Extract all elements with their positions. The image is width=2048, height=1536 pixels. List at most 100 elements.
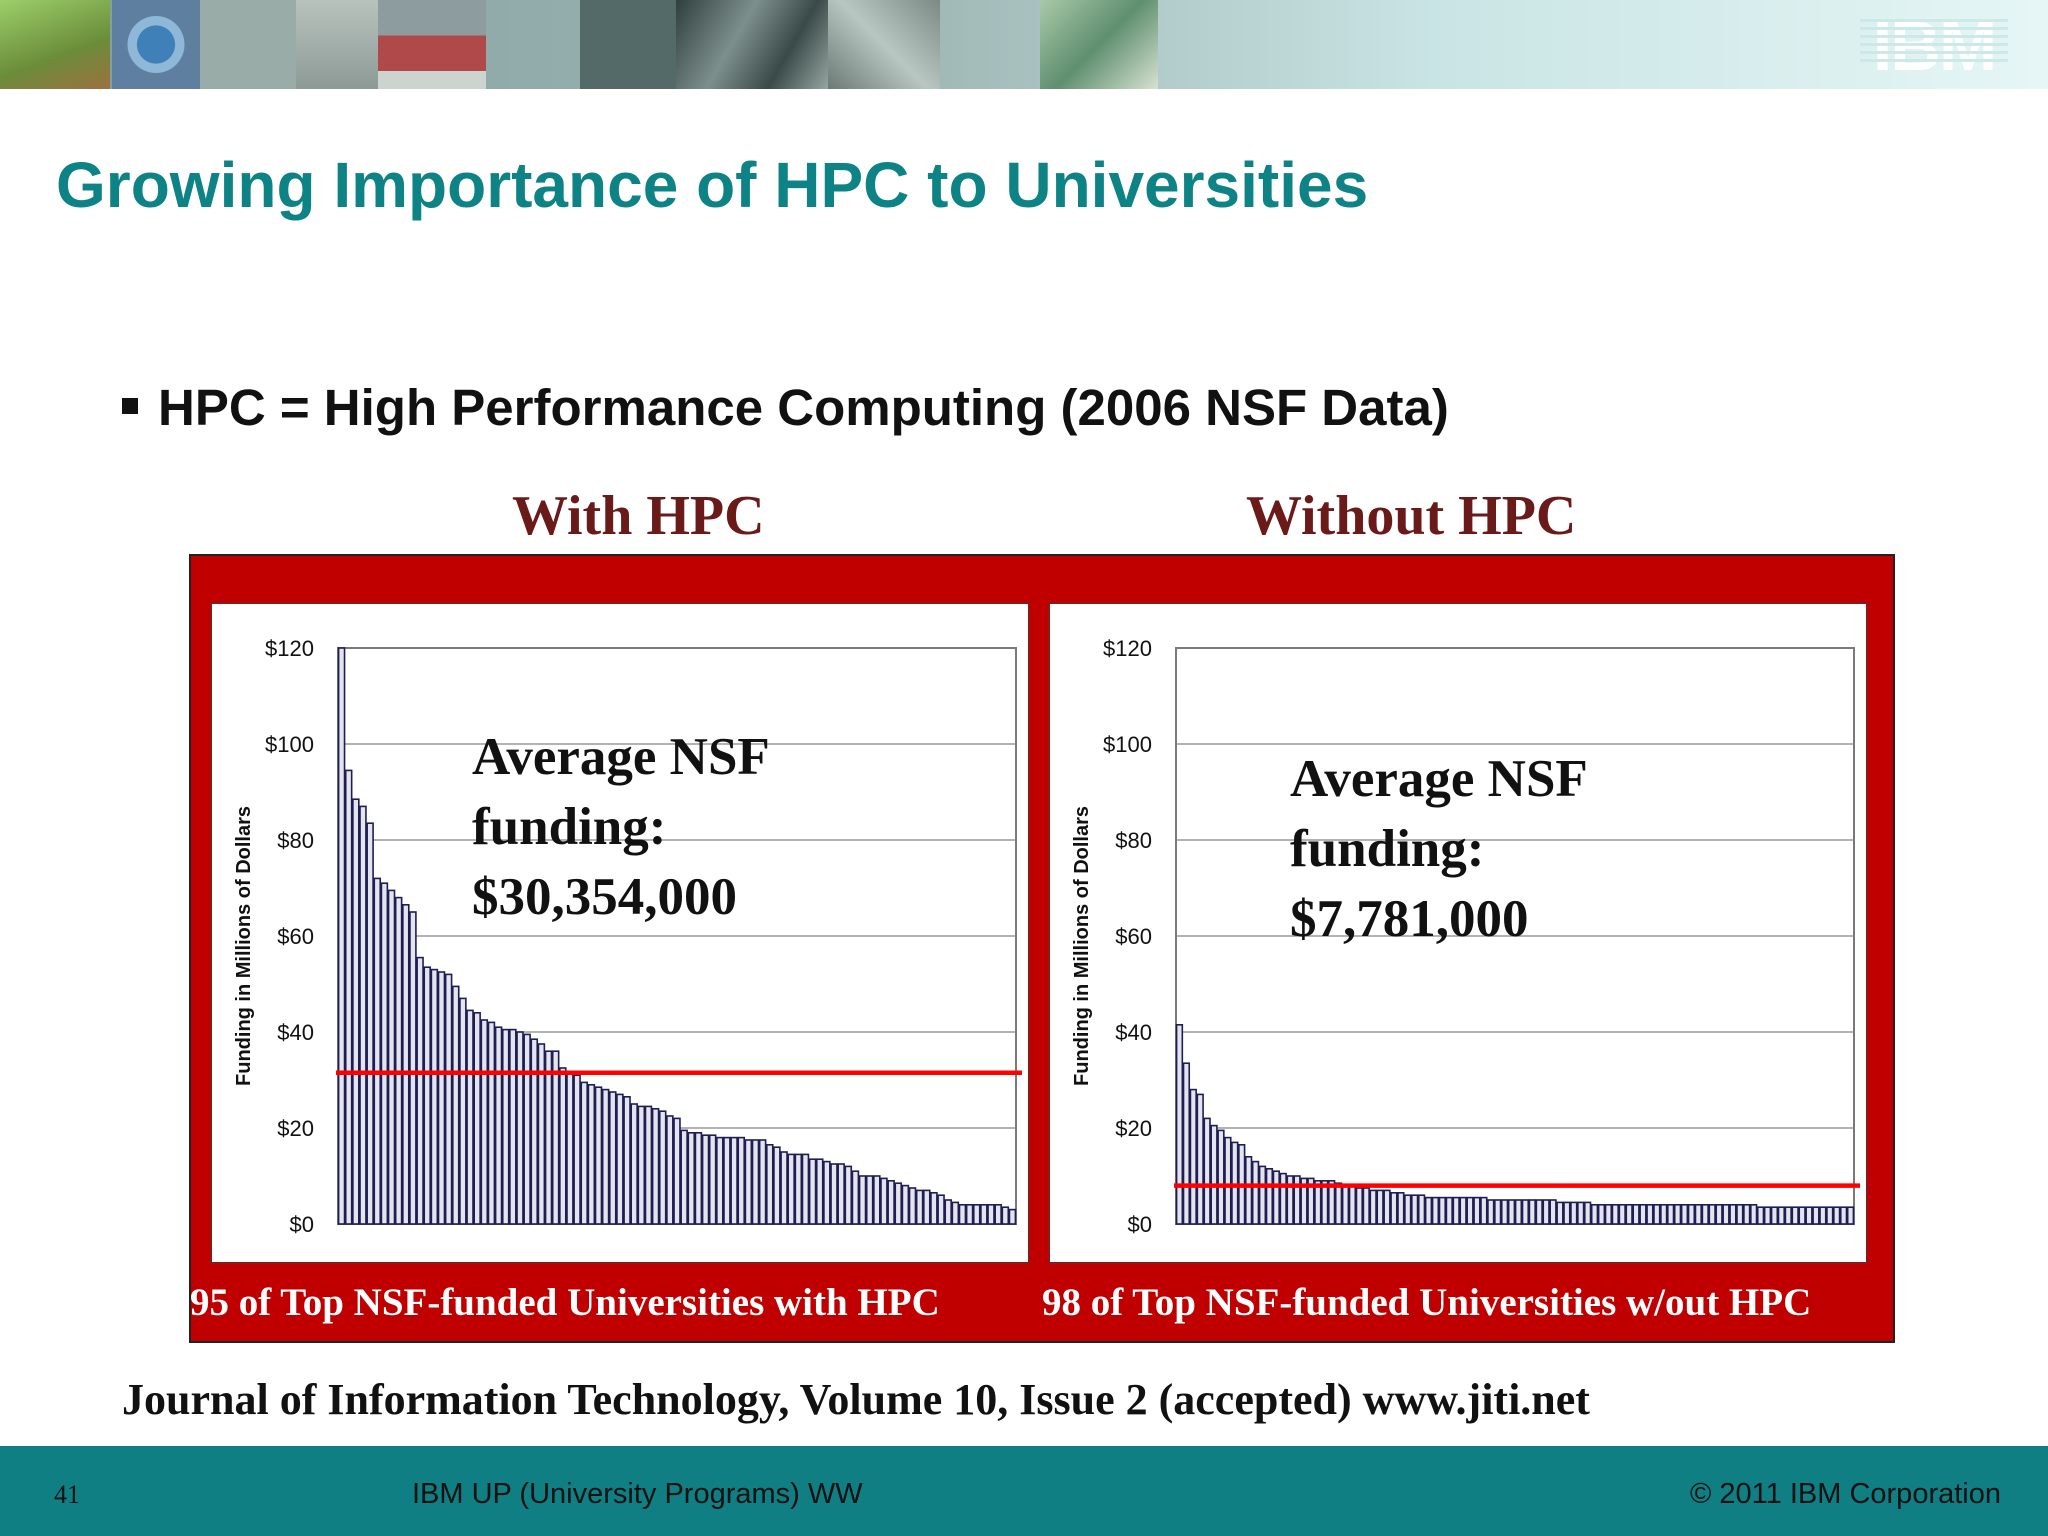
annotation-value: $30,354,000 xyxy=(472,868,737,926)
bar xyxy=(987,1203,995,1225)
bar xyxy=(1500,1199,1509,1225)
slide-title: Growing Importance of HPC to Universitie… xyxy=(56,149,1369,221)
bar xyxy=(1653,1203,1661,1225)
bar xyxy=(1514,1199,1523,1225)
bar xyxy=(873,1175,881,1225)
bar xyxy=(758,1139,767,1225)
bar xyxy=(373,877,382,1225)
bar xyxy=(1293,1175,1301,1225)
bar xyxy=(537,1043,546,1225)
bar xyxy=(780,1151,788,1225)
bar xyxy=(1445,1196,1453,1225)
y-tick-label: $120 xyxy=(265,636,314,661)
bar xyxy=(1660,1203,1668,1225)
bar xyxy=(1355,1187,1363,1225)
bar xyxy=(794,1153,803,1225)
bar xyxy=(451,985,460,1225)
bar xyxy=(1611,1203,1619,1225)
bar xyxy=(744,1139,753,1225)
bar xyxy=(1701,1203,1709,1225)
bar xyxy=(1244,1155,1253,1225)
bar xyxy=(601,1088,610,1225)
annotation-line: Average NSF xyxy=(472,728,770,786)
bar xyxy=(1632,1203,1640,1225)
bar xyxy=(559,1067,567,1225)
bar xyxy=(1798,1206,1806,1225)
bar xyxy=(801,1153,810,1225)
bar xyxy=(1411,1194,1419,1225)
bar xyxy=(1784,1206,1792,1225)
bar xyxy=(1473,1196,1481,1225)
y-axis-label: Funding in Millions of Dollars xyxy=(1071,806,1093,1086)
bar xyxy=(1362,1187,1370,1225)
bar xyxy=(830,1163,838,1225)
bar xyxy=(644,1105,653,1225)
banner-image-map xyxy=(828,0,940,89)
bar xyxy=(1334,1182,1343,1225)
bar xyxy=(1328,1179,1336,1225)
bar xyxy=(1404,1194,1412,1225)
bar xyxy=(1833,1206,1841,1225)
bar xyxy=(851,1170,860,1225)
bar xyxy=(1597,1203,1606,1225)
bar xyxy=(1556,1201,1564,1225)
bullet-text: HPC = High Performance Computing (2006 N… xyxy=(158,379,1449,436)
bar xyxy=(430,968,439,1225)
banner-image-switch xyxy=(296,0,378,89)
bar xyxy=(473,1011,481,1225)
average-funding-annotation: Average NSF funding: $30,354,000 xyxy=(472,722,770,932)
bar xyxy=(580,1081,588,1225)
bar xyxy=(416,956,424,1225)
bar xyxy=(1819,1206,1827,1225)
y-tick-label: $40 xyxy=(277,1020,314,1045)
bar xyxy=(494,1026,503,1225)
bar xyxy=(1639,1203,1647,1225)
bar xyxy=(423,966,431,1225)
y-axis-label: Funding in Millions of Dollars xyxy=(233,806,255,1086)
chart-panel-without-hpc: $0 $20 $40 $60 $80 $100 $120 Funding in Million… xyxy=(1048,602,1868,1264)
y-tick-label: $120 xyxy=(1103,636,1152,661)
y-tick-label: $100 xyxy=(1103,732,1152,757)
bar xyxy=(1583,1201,1592,1225)
y-tick-label: $100 xyxy=(265,732,314,757)
bar xyxy=(915,1189,924,1225)
bar xyxy=(566,1071,574,1225)
bar xyxy=(1300,1177,1308,1225)
bar xyxy=(1314,1179,1322,1225)
bar xyxy=(1417,1194,1426,1225)
bar xyxy=(1203,1117,1211,1225)
bar xyxy=(1507,1199,1516,1225)
bar xyxy=(1687,1203,1696,1225)
bar xyxy=(1528,1199,1536,1225)
bar xyxy=(608,1091,617,1225)
bar xyxy=(1791,1206,1799,1225)
bar xyxy=(1722,1203,1730,1225)
banner-image-hands xyxy=(1040,0,1158,89)
bar xyxy=(1175,1023,1184,1225)
bar xyxy=(980,1203,988,1225)
banner-image-cycle xyxy=(112,0,200,89)
bar xyxy=(530,1038,539,1225)
bar xyxy=(994,1203,1002,1225)
bar xyxy=(616,1093,624,1225)
y-tick-label: $80 xyxy=(1115,828,1152,853)
bar xyxy=(1390,1191,1398,1225)
bar xyxy=(337,647,346,1225)
bar xyxy=(444,973,453,1225)
bar xyxy=(544,1050,553,1225)
bar xyxy=(380,882,389,1225)
bar xyxy=(630,1103,638,1225)
bar xyxy=(551,1050,560,1225)
bar xyxy=(865,1175,874,1225)
bar xyxy=(366,822,374,1225)
chart-title-without-hpc: Without HPC xyxy=(1246,485,1577,547)
y-tick-label: $20 xyxy=(1115,1116,1152,1141)
bar xyxy=(737,1136,746,1225)
chart-panel-with-hpc: $0 $20 $40 $60 $80 $100 $120 Funding in Million… xyxy=(210,602,1030,1264)
bar xyxy=(673,1117,681,1225)
bar xyxy=(359,805,367,1225)
header-banner: IBM xyxy=(0,0,2048,89)
bar xyxy=(751,1139,760,1225)
bar xyxy=(658,1110,667,1225)
bar xyxy=(773,1146,781,1225)
